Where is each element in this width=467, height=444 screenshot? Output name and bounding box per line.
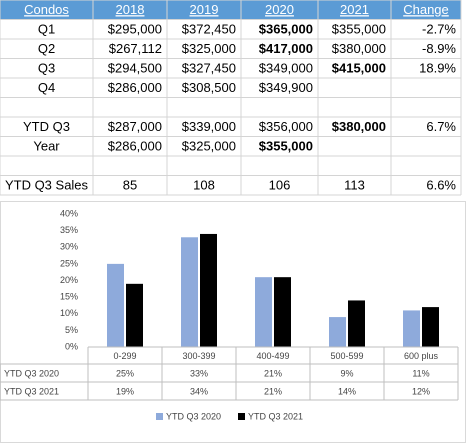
data-table-value: 21% — [264, 368, 282, 378]
cell-value: $327,450 — [182, 61, 236, 76]
bar — [274, 277, 291, 347]
column-header: 2021 — [340, 2, 369, 17]
chart-frame — [0, 201, 466, 443]
row-label: YTD Q3 — [23, 119, 70, 134]
bar — [255, 277, 272, 347]
cell-value: $286,000 — [108, 139, 162, 154]
data-table-value: 14% — [338, 386, 356, 396]
x-tick-label: 0-299 — [113, 351, 136, 361]
y-tick-label: 25% — [60, 258, 78, 268]
cell-value: 113 — [344, 178, 365, 193]
legend-label: YTD Q3 2021 — [248, 411, 303, 421]
column-header: 2018 — [116, 2, 145, 17]
row-label: Q1 — [38, 22, 55, 37]
bar — [107, 263, 124, 347]
bar — [422, 307, 439, 347]
cell-value: $355,000 — [332, 22, 386, 37]
header-band — [0, 0, 461, 20]
cell-value: $339,000 — [182, 119, 236, 134]
cell-value: 108 — [193, 178, 215, 193]
cell-value: $365,000 — [259, 22, 313, 37]
cell-value: $355,000 — [259, 139, 313, 154]
cell-value: $372,450 — [182, 22, 236, 37]
data-table-value: 34% — [190, 386, 208, 396]
column-header: Change — [403, 2, 449, 17]
cell-value: $380,000 — [332, 119, 386, 134]
cell-value: 85 — [123, 178, 137, 193]
data-table-value: 9% — [340, 368, 353, 378]
data-table-value: 12% — [412, 386, 430, 396]
legend-label: YTD Q3 2020 — [166, 411, 221, 421]
data-table-value: 25% — [116, 368, 134, 378]
cell-value: $356,000 — [259, 119, 313, 134]
cell-value: 106 — [269, 178, 291, 193]
y-tick-label: 35% — [60, 225, 78, 235]
cell-value: $295,000 — [108, 22, 162, 37]
cell-value: 6.6% — [426, 178, 456, 193]
row-label: Year — [33, 139, 60, 154]
cell-value: 6.7% — [426, 119, 456, 134]
cell-value: -2.7% — [422, 22, 456, 37]
cell-value: 18.9% — [419, 61, 456, 76]
y-tick-label: 30% — [60, 242, 78, 252]
cell-value: $380,000 — [332, 41, 386, 56]
x-tick-label: 500-599 — [330, 351, 363, 361]
row-label: Q2 — [38, 41, 55, 56]
legend-swatch — [156, 413, 163, 420]
y-tick-label: 15% — [60, 292, 78, 302]
row-label: Q4 — [38, 80, 55, 95]
cell-value: $267,112 — [109, 41, 162, 56]
cell-value: $325,000 — [182, 41, 236, 56]
bar — [181, 237, 198, 347]
cell-value: $325,000 — [182, 139, 236, 154]
y-tick-label: 5% — [65, 325, 78, 335]
bar — [126, 283, 143, 347]
y-tick-label: 0% — [65, 341, 78, 351]
data-table-row-label: YTD Q3 2021 — [4, 386, 59, 396]
cell-value: -8.9% — [422, 41, 456, 56]
bar — [348, 300, 365, 347]
cell-value: $415,000 — [332, 61, 386, 76]
cell-value: $349,900 — [259, 80, 313, 95]
data-table-value: 19% — [116, 386, 134, 396]
y-tick-label: 20% — [60, 275, 78, 285]
y-tick-label: 40% — [60, 208, 78, 218]
y-tick-label: 10% — [60, 308, 78, 318]
cell-value: $287,000 — [108, 119, 162, 134]
row-label: Q3 — [38, 61, 55, 76]
cell-value: $417,000 — [259, 41, 313, 56]
bar — [200, 233, 217, 347]
cell-value: $294,500 — [108, 61, 162, 76]
x-tick-label: 300-399 — [182, 351, 215, 361]
legend-swatch — [238, 413, 245, 420]
cell-value: $349,000 — [259, 61, 313, 76]
bar — [403, 310, 420, 347]
data-table-value: 33% — [190, 368, 208, 378]
data-table-value: 11% — [412, 368, 429, 378]
data-table-value: 21% — [264, 386, 282, 396]
cell-value: $308,500 — [182, 80, 236, 95]
bar — [329, 317, 346, 347]
row-label: YTD Q3 Sales — [5, 178, 89, 193]
x-tick-label: 600 plus — [404, 351, 439, 361]
column-header: Condos — [24, 2, 69, 17]
data-table-row-label: YTD Q3 2020 — [4, 368, 59, 378]
cell-value: $286,000 — [108, 80, 162, 95]
x-tick-label: 400-499 — [256, 351, 289, 361]
column-header: 2019 — [190, 2, 219, 17]
column-header: 2020 — [265, 2, 294, 17]
